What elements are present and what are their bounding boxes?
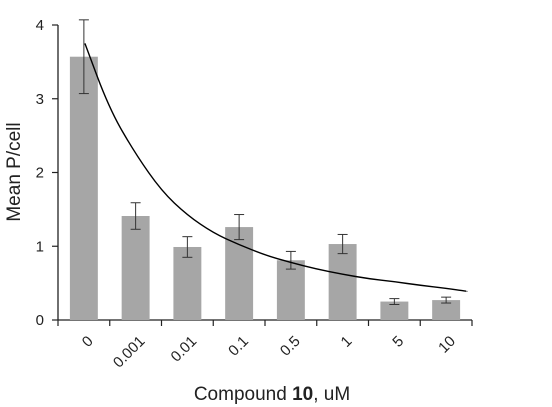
bar-10 xyxy=(432,300,461,320)
x-axis-title-prefix: Compound xyxy=(194,384,292,405)
x-axis-title-bold: 10 xyxy=(292,384,313,405)
y-tick-label-1: 1 xyxy=(36,238,44,255)
error-bars xyxy=(78,19,452,306)
bar-0.01 xyxy=(173,246,202,320)
x-tick-label-0: 0 xyxy=(79,333,97,351)
x-axis-title: Compound 10, uM xyxy=(194,384,350,405)
x-axis-title-suffix: , uM xyxy=(313,384,350,405)
x-tick-label-0.001: 0.001 xyxy=(110,333,149,372)
x-tick-label-1: 1 xyxy=(338,333,356,351)
bars xyxy=(69,56,461,321)
bar-0.001 xyxy=(121,216,150,320)
trend-line xyxy=(84,43,468,292)
axes xyxy=(57,25,472,321)
x-tick-label-0.1: 0.1 xyxy=(225,333,252,360)
bar-0.1 xyxy=(225,227,254,320)
bar-0.5 xyxy=(276,260,305,320)
bar-5 xyxy=(380,301,409,320)
x-tick-label-10: 10 xyxy=(435,333,459,357)
bar-1 xyxy=(328,244,357,320)
x-ticks xyxy=(57,320,473,326)
y-tick-label-3: 3 xyxy=(36,91,44,108)
y-ticks xyxy=(52,24,58,321)
bar-0 xyxy=(69,56,98,321)
y-axis-title: Mean P/cell xyxy=(4,122,25,221)
trend-line-group xyxy=(84,43,468,292)
y-tick-label-4: 4 xyxy=(36,17,44,34)
y-tick-label-0: 0 xyxy=(36,312,44,329)
y-tick-label-2: 2 xyxy=(36,165,44,182)
y-tick-labels: 0 1 2 3 4 xyxy=(36,17,44,329)
x-tick-label-0.5: 0.5 xyxy=(277,333,304,360)
x-tick-label-5: 5 xyxy=(389,333,407,351)
x-tick-labels: 0 0.001 0.01 0.1 0.5 1 5 10 xyxy=(79,333,459,372)
x-tick-label-0.01: 0.01 xyxy=(168,333,201,366)
